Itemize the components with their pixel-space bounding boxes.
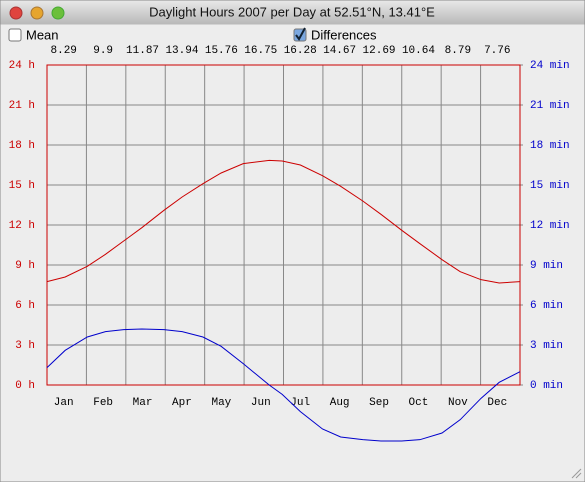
y2-tick-label: 0 min — [530, 380, 563, 392]
checkmark — [295, 27, 306, 41]
x-tick-label: Jan — [54, 397, 74, 409]
monthly-mean-label: 8.29 — [51, 45, 77, 57]
y-tick-label: 24 h — [9, 60, 35, 72]
title-bar — [0, 0, 585, 25]
y-tick-label: 18 h — [9, 140, 35, 152]
x-tick-label: Feb — [93, 397, 113, 409]
y-tick-label: 6 h — [15, 300, 35, 312]
data-line — [46, 328, 521, 442]
y2-tick-label: 9 min — [530, 260, 563, 272]
y-tick-label: 12 h — [9, 220, 35, 232]
window-title: Daylight Hours 2007 per Day at 52.51°N, … — [149, 4, 435, 19]
y2-tick-label: 18 min — [530, 140, 570, 152]
x-tick-label: Jun — [251, 397, 271, 409]
close-button[interactable] — [9, 6, 23, 20]
y-tick-label: 0 h — [15, 380, 35, 392]
y2-tick-label: 3 min — [530, 340, 563, 352]
checkbox[interactable] — [8, 28, 22, 42]
x-tick-label: Aug — [330, 397, 350, 409]
y2-tick-label: 24 min — [530, 60, 570, 72]
plot-border — [46, 64, 521, 386]
x-tick-label: Apr — [172, 397, 192, 409]
x-tick-label: Sep — [369, 397, 389, 409]
monthly-mean-label: 16.75 — [244, 45, 277, 57]
y-tick-label: 3 h — [15, 340, 35, 352]
resize-handle[interactable] — [571, 468, 582, 479]
checkbox-label[interactable]: Differences — [311, 27, 377, 42]
monthly-mean-label: 10.64 — [402, 45, 435, 57]
checkbox-label[interactable]: Mean — [26, 27, 59, 42]
monthly-mean-label: 8.79 — [445, 45, 471, 57]
data-line — [46, 159, 521, 284]
x-tick-label: Jul — [290, 397, 310, 409]
monthly-mean-label: 13.94 — [165, 45, 198, 57]
y-tick-label: 9 h — [15, 260, 35, 272]
y-tick-label: 21 h — [9, 100, 35, 112]
minimize-button[interactable] — [30, 6, 44, 20]
y2-tick-label: 6 min — [530, 300, 563, 312]
monthly-mean-label: 12.69 — [363, 45, 396, 57]
y2-tick-label: 21 min — [530, 100, 570, 112]
monthly-mean-label: 16.28 — [284, 45, 317, 57]
monthly-mean-label: 14.67 — [323, 45, 356, 57]
x-tick-label: Dec — [487, 397, 507, 409]
y2-tick-label: 15 min — [530, 180, 570, 192]
monthly-mean-label: 15.76 — [205, 45, 238, 57]
x-tick-label: Mar — [133, 397, 153, 409]
zoom-button[interactable] — [51, 6, 65, 20]
y2-tick-label: 12 min — [530, 220, 570, 232]
monthly-mean-label: 7.76 — [484, 45, 510, 57]
x-tick-label: Oct — [409, 397, 429, 409]
monthly-mean-label: 11.87 — [126, 45, 159, 57]
x-tick-label: May — [211, 397, 231, 409]
x-tick-label: Nov — [448, 397, 468, 409]
y-tick-label: 15 h — [9, 180, 35, 192]
monthly-mean-label: 9.9 — [93, 45, 113, 57]
